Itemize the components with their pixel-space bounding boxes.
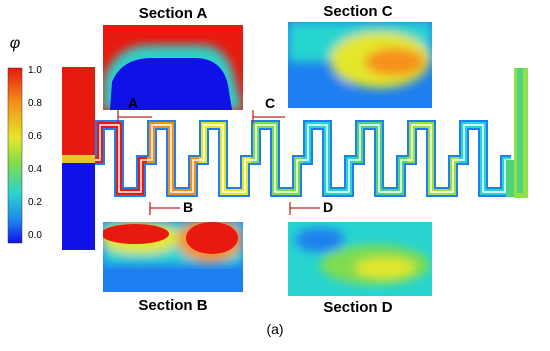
- channel-core: [147, 124, 199, 193]
- channel-flow: [407, 122, 459, 195]
- section-title: Section B: [138, 297, 207, 314]
- inlet-upper: [62, 67, 95, 160]
- inlet-lower: [62, 160, 95, 250]
- colorbar-tick-label: 0.8: [28, 98, 42, 109]
- colorbar-tick-label: 0.2: [28, 197, 42, 208]
- channel-flow: [355, 122, 407, 195]
- section-title: Section D: [323, 299, 392, 316]
- channel-flow: [251, 122, 303, 195]
- colorbar-ticks: 1.0 0.8 0.6 0.4 0.2 0.0: [28, 65, 42, 241]
- section-title: Section C: [323, 3, 392, 20]
- marker-lines: [117, 110, 320, 215]
- colorbar: [7, 67, 23, 244]
- marker-a: A: [128, 95, 138, 111]
- marker-d: D: [323, 199, 333, 215]
- channel-flow: [303, 122, 355, 195]
- colorbar-tick-label: 1.0: [28, 65, 42, 76]
- channel: [95, 120, 524, 197]
- outlet-core: [517, 68, 523, 193]
- colorbar-tick-label: 0.0: [28, 230, 42, 241]
- channel-flow: [199, 122, 251, 195]
- caption: (a): [266, 321, 283, 337]
- section-d-image: [288, 222, 432, 296]
- section-c-image: [288, 22, 432, 108]
- colorbar-tick-label: 0.6: [28, 131, 42, 142]
- section-a-image: [103, 25, 243, 110]
- section-b-image: [103, 222, 243, 292]
- colorbar-tick-label: 0.4: [28, 164, 42, 175]
- channel-core: [303, 124, 355, 193]
- channel-flow: [95, 122, 147, 195]
- channel-core: [199, 124, 251, 193]
- channel-core: [251, 124, 303, 193]
- colorbar-symbol: φ: [10, 35, 20, 52]
- channel-core: [355, 124, 407, 193]
- marker-c: C: [265, 95, 275, 111]
- channel-flow: [459, 122, 511, 195]
- channel-flow: [147, 122, 199, 195]
- channel-core: [95, 124, 147, 193]
- marker-b: B: [183, 199, 193, 215]
- channel-core: [459, 124, 511, 193]
- channel-core: [407, 124, 459, 193]
- interface: [62, 155, 95, 163]
- section-title: Section A: [139, 5, 208, 22]
